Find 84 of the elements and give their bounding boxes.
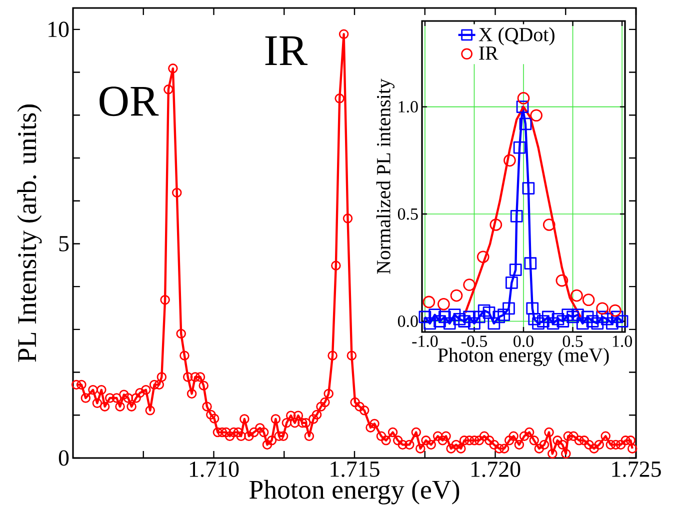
- point: [438, 298, 450, 310]
- y-tick-label: 1.0: [398, 101, 418, 113]
- point: [572, 308, 584, 322]
- point: [596, 310, 609, 324]
- point: [428, 308, 441, 322]
- point: [556, 274, 568, 287]
- annotation: OR: [100, 86, 159, 116]
- point: [528, 312, 541, 326]
- point: [608, 304, 622, 317]
- y-tick-label: 0: [58, 450, 69, 466]
- x-tick-label: 1.710: [190, 462, 239, 478]
- point: [516, 100, 529, 113]
- point: [591, 317, 604, 330]
- point: [562, 308, 574, 322]
- point: [570, 289, 583, 302]
- point: [581, 310, 594, 324]
- point: [610, 310, 624, 324]
- x-tick-label: 1.725: [612, 462, 661, 478]
- annotation: IR: [265, 36, 308, 66]
- point: [509, 264, 522, 276]
- point: [463, 310, 476, 324]
- point: [450, 289, 463, 302]
- point: [422, 296, 436, 308]
- point: [504, 154, 516, 167]
- point: [542, 310, 554, 324]
- point: [542, 218, 556, 231]
- point: [524, 257, 537, 270]
- point: [596, 302, 609, 315]
- y-tick-label: 5: [59, 236, 69, 252]
- point: [606, 317, 618, 330]
- x-tick-label: -1.0: [412, 336, 438, 348]
- point: [472, 310, 486, 324]
- x-axis-title: Photon energy (eV): [249, 480, 460, 504]
- point: [566, 310, 579, 324]
- point: [490, 218, 502, 231]
- point: [424, 317, 436, 330]
- x-tick-label: 0.0: [514, 336, 534, 348]
- point: [582, 294, 595, 306]
- x-tick-label: 1.720: [471, 462, 520, 478]
- point: [513, 141, 526, 154]
- point: [434, 315, 446, 328]
- y-tick-label: 0.0: [398, 316, 418, 328]
- point: [576, 317, 589, 330]
- point: [498, 308, 510, 322]
- point: [546, 317, 560, 330]
- x-tick-label: 1.715: [330, 462, 380, 477]
- point: [488, 317, 500, 330]
- y-tick-label: 0.5: [398, 208, 418, 220]
- legend-label: X (QDot): [478, 27, 554, 46]
- point: [519, 118, 532, 130]
- point: [418, 310, 432, 324]
- y-tick-label: 10: [48, 22, 69, 38]
- point: [448, 308, 461, 322]
- point: [586, 315, 599, 328]
- point: [463, 278, 476, 291]
- point: [453, 312, 466, 326]
- y-axis-title: PL Intensity (arb. units): [17, 104, 42, 362]
- x-axis-title: Photon energy (meV): [438, 348, 609, 366]
- point: [476, 250, 490, 264]
- y-axis-title: Normalized PL intensity: [376, 78, 394, 274]
- point: [556, 315, 570, 328]
- point: [522, 182, 535, 194]
- point: [517, 92, 530, 104]
- legend-label: IR: [479, 46, 498, 60]
- point: [532, 317, 544, 330]
- point: [492, 310, 506, 324]
- point: [601, 312, 614, 326]
- point: [530, 109, 542, 122]
- x-tick-label: 0.5: [562, 336, 583, 348]
- point: [510, 210, 523, 222]
- point: [468, 317, 480, 330]
- point: [482, 306, 496, 319]
- point: [438, 310, 451, 324]
- point: [478, 304, 490, 317]
- point: [458, 315, 471, 328]
- point: [552, 312, 564, 326]
- point: [506, 276, 518, 289]
- x-tick-label: 1.0: [612, 336, 632, 348]
- point: [502, 302, 515, 315]
- point: [537, 315, 550, 328]
- point: [443, 317, 456, 330]
- point: [616, 315, 628, 328]
- x-tick-label: -0.5: [461, 336, 487, 348]
- point: [526, 302, 539, 315]
